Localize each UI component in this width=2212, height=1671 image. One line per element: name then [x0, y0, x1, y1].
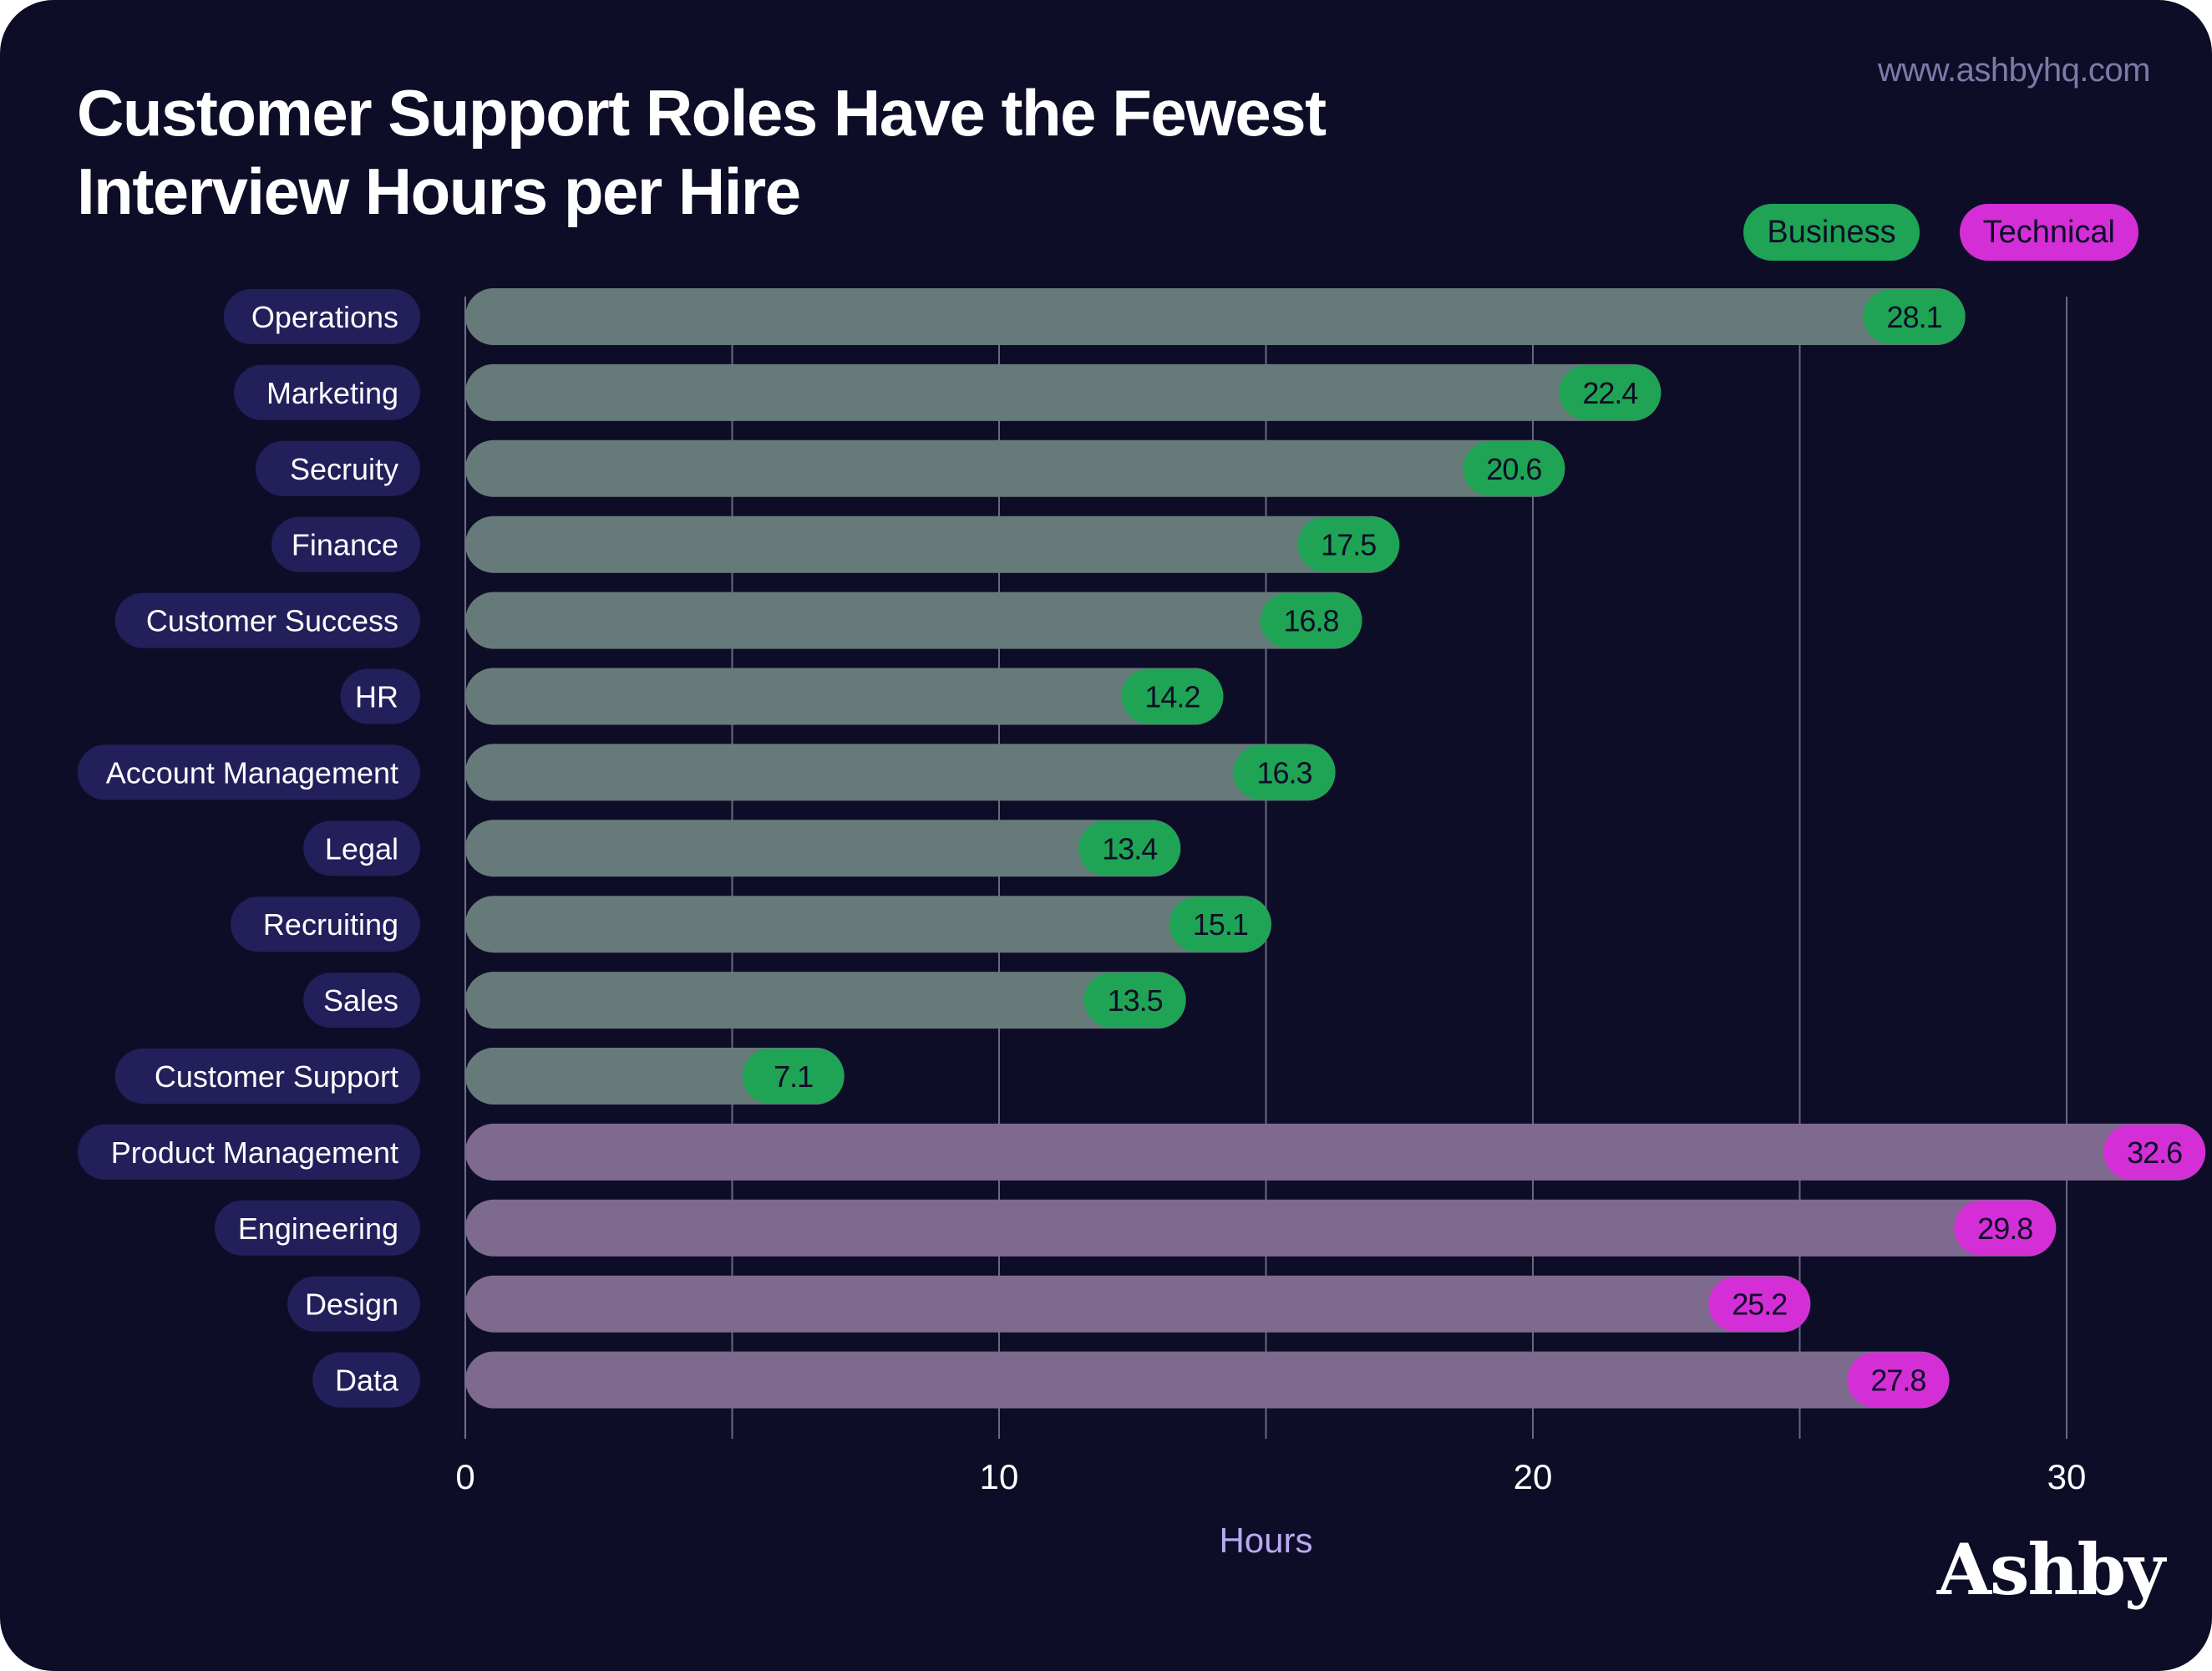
- category-pill: [114, 592, 420, 648]
- value-badge: [1463, 440, 1565, 496]
- category-pill: [312, 1352, 420, 1408]
- value-label: 29.8: [1977, 1211, 2032, 1246]
- category-pill: [114, 1049, 420, 1104]
- value-label: 16.8: [1283, 604, 1338, 638]
- value-badge: [1169, 896, 1271, 952]
- bar: [465, 363, 1662, 421]
- value-label: 13.5: [1108, 983, 1163, 1018]
- value-badge: [1078, 820, 1181, 876]
- x-tick-label: 10: [980, 1457, 1019, 1496]
- value-label: 32.6: [2127, 1135, 2182, 1170]
- category-label: Account Management: [106, 755, 398, 790]
- x-axis: 0 10 20 30 Hours: [455, 1457, 2086, 1560]
- category-label: Recruiting: [263, 907, 398, 942]
- category-pill: [271, 516, 420, 572]
- brand-logo: Ashby: [1936, 1528, 2165, 1611]
- category-pill: [223, 289, 420, 344]
- category-label: Customer Support: [155, 1059, 398, 1094]
- value-badge: [1233, 744, 1336, 800]
- category-label: Design: [305, 1288, 398, 1322]
- value-badge: [742, 1049, 845, 1104]
- category-pill: [77, 744, 420, 800]
- category-label: Finance: [292, 528, 398, 562]
- bar: [465, 439, 1565, 497]
- value-label: 22.4: [1582, 376, 1637, 410]
- category-pill: [231, 896, 420, 952]
- category-label: Secruity: [290, 452, 398, 486]
- bar: [465, 820, 1181, 877]
- source-url: www.ashbyhq.com: [1878, 52, 2150, 89]
- category-label: Legal: [325, 831, 398, 866]
- value-label: 28.1: [1887, 300, 1942, 334]
- value-badge: [1863, 289, 1966, 344]
- bar: [465, 516, 1400, 573]
- x-tick-label: 30: [2047, 1457, 2087, 1496]
- value-label: 20.6: [1486, 452, 1541, 486]
- category-label: HR: [355, 680, 398, 714]
- chart-title-line-1: Customer Support Roles Have the Fewest: [77, 76, 1327, 150]
- value-badge: [1083, 973, 1186, 1029]
- bar: [465, 1123, 2206, 1181]
- value-label: 16.3: [1257, 755, 1312, 790]
- category-pill: [77, 1124, 420, 1180]
- value-label: 27.8: [1870, 1364, 1925, 1398]
- category-pill: [287, 1276, 420, 1332]
- x-tick-label: 0: [455, 1457, 474, 1496]
- x-tick-label: 20: [1514, 1457, 1553, 1496]
- value-badge: [1954, 1200, 2057, 1256]
- category-label: Product Management: [111, 1135, 398, 1170]
- category-pill: [255, 440, 420, 496]
- value-badge: [1847, 1352, 1950, 1408]
- value-badge: [1297, 516, 1400, 572]
- bar: [465, 744, 1336, 801]
- value-badge: [1260, 592, 1362, 648]
- bar: [465, 288, 1966, 345]
- category-label: Marketing: [266, 376, 398, 410]
- category-pill: [340, 668, 420, 724]
- bar: [465, 668, 1224, 725]
- bar: [465, 1275, 1811, 1333]
- value-label: 17.5: [1321, 528, 1376, 562]
- value-label: 15.1: [1193, 907, 1248, 942]
- bar: [465, 896, 1271, 953]
- bar: [465, 972, 1186, 1029]
- category-pill: [303, 820, 420, 876]
- category-label: Sales: [323, 983, 398, 1018]
- category-label: Operations: [251, 300, 398, 334]
- category-pill: [234, 364, 420, 420]
- chart-title: Customer Support Roles Have the Fewest I…: [77, 74, 1497, 231]
- bar: [465, 592, 1362, 649]
- legend-business: Business: [1743, 204, 1920, 261]
- category-pill: [303, 973, 420, 1029]
- category-label: Data: [335, 1364, 399, 1398]
- category-label: Engineering: [238, 1211, 398, 1246]
- value-label: 13.4: [1102, 831, 1157, 866]
- bars: 28.1 22.4 20.6 17.5 16.8 14.2 16.3 13.4 15.1 13.5…: [465, 288, 2206, 1409]
- x-axis-label: Hours: [1219, 1521, 1312, 1560]
- value-label: 14.2: [1144, 680, 1200, 714]
- value-label: 7.1: [774, 1059, 813, 1094]
- value-badge: [1708, 1276, 1811, 1332]
- category-label: Customer Success: [146, 604, 398, 638]
- bar: [465, 1199, 2057, 1257]
- chart-title-line-2: Interview Hours per Hire: [77, 155, 801, 228]
- legend-technical: Technical: [1959, 204, 2138, 261]
- category-pill: [215, 1200, 420, 1256]
- value-badge: [2103, 1124, 2206, 1180]
- value-badge: [1559, 364, 1662, 420]
- bar: [465, 1351, 1950, 1409]
- category-labels: Operations Marketing Secruity Finance Custom…: [77, 289, 420, 1408]
- legend: Business Technical: [1743, 204, 2138, 261]
- value-label: 25.2: [1732, 1288, 1787, 1322]
- value-badge: [1121, 668, 1224, 724]
